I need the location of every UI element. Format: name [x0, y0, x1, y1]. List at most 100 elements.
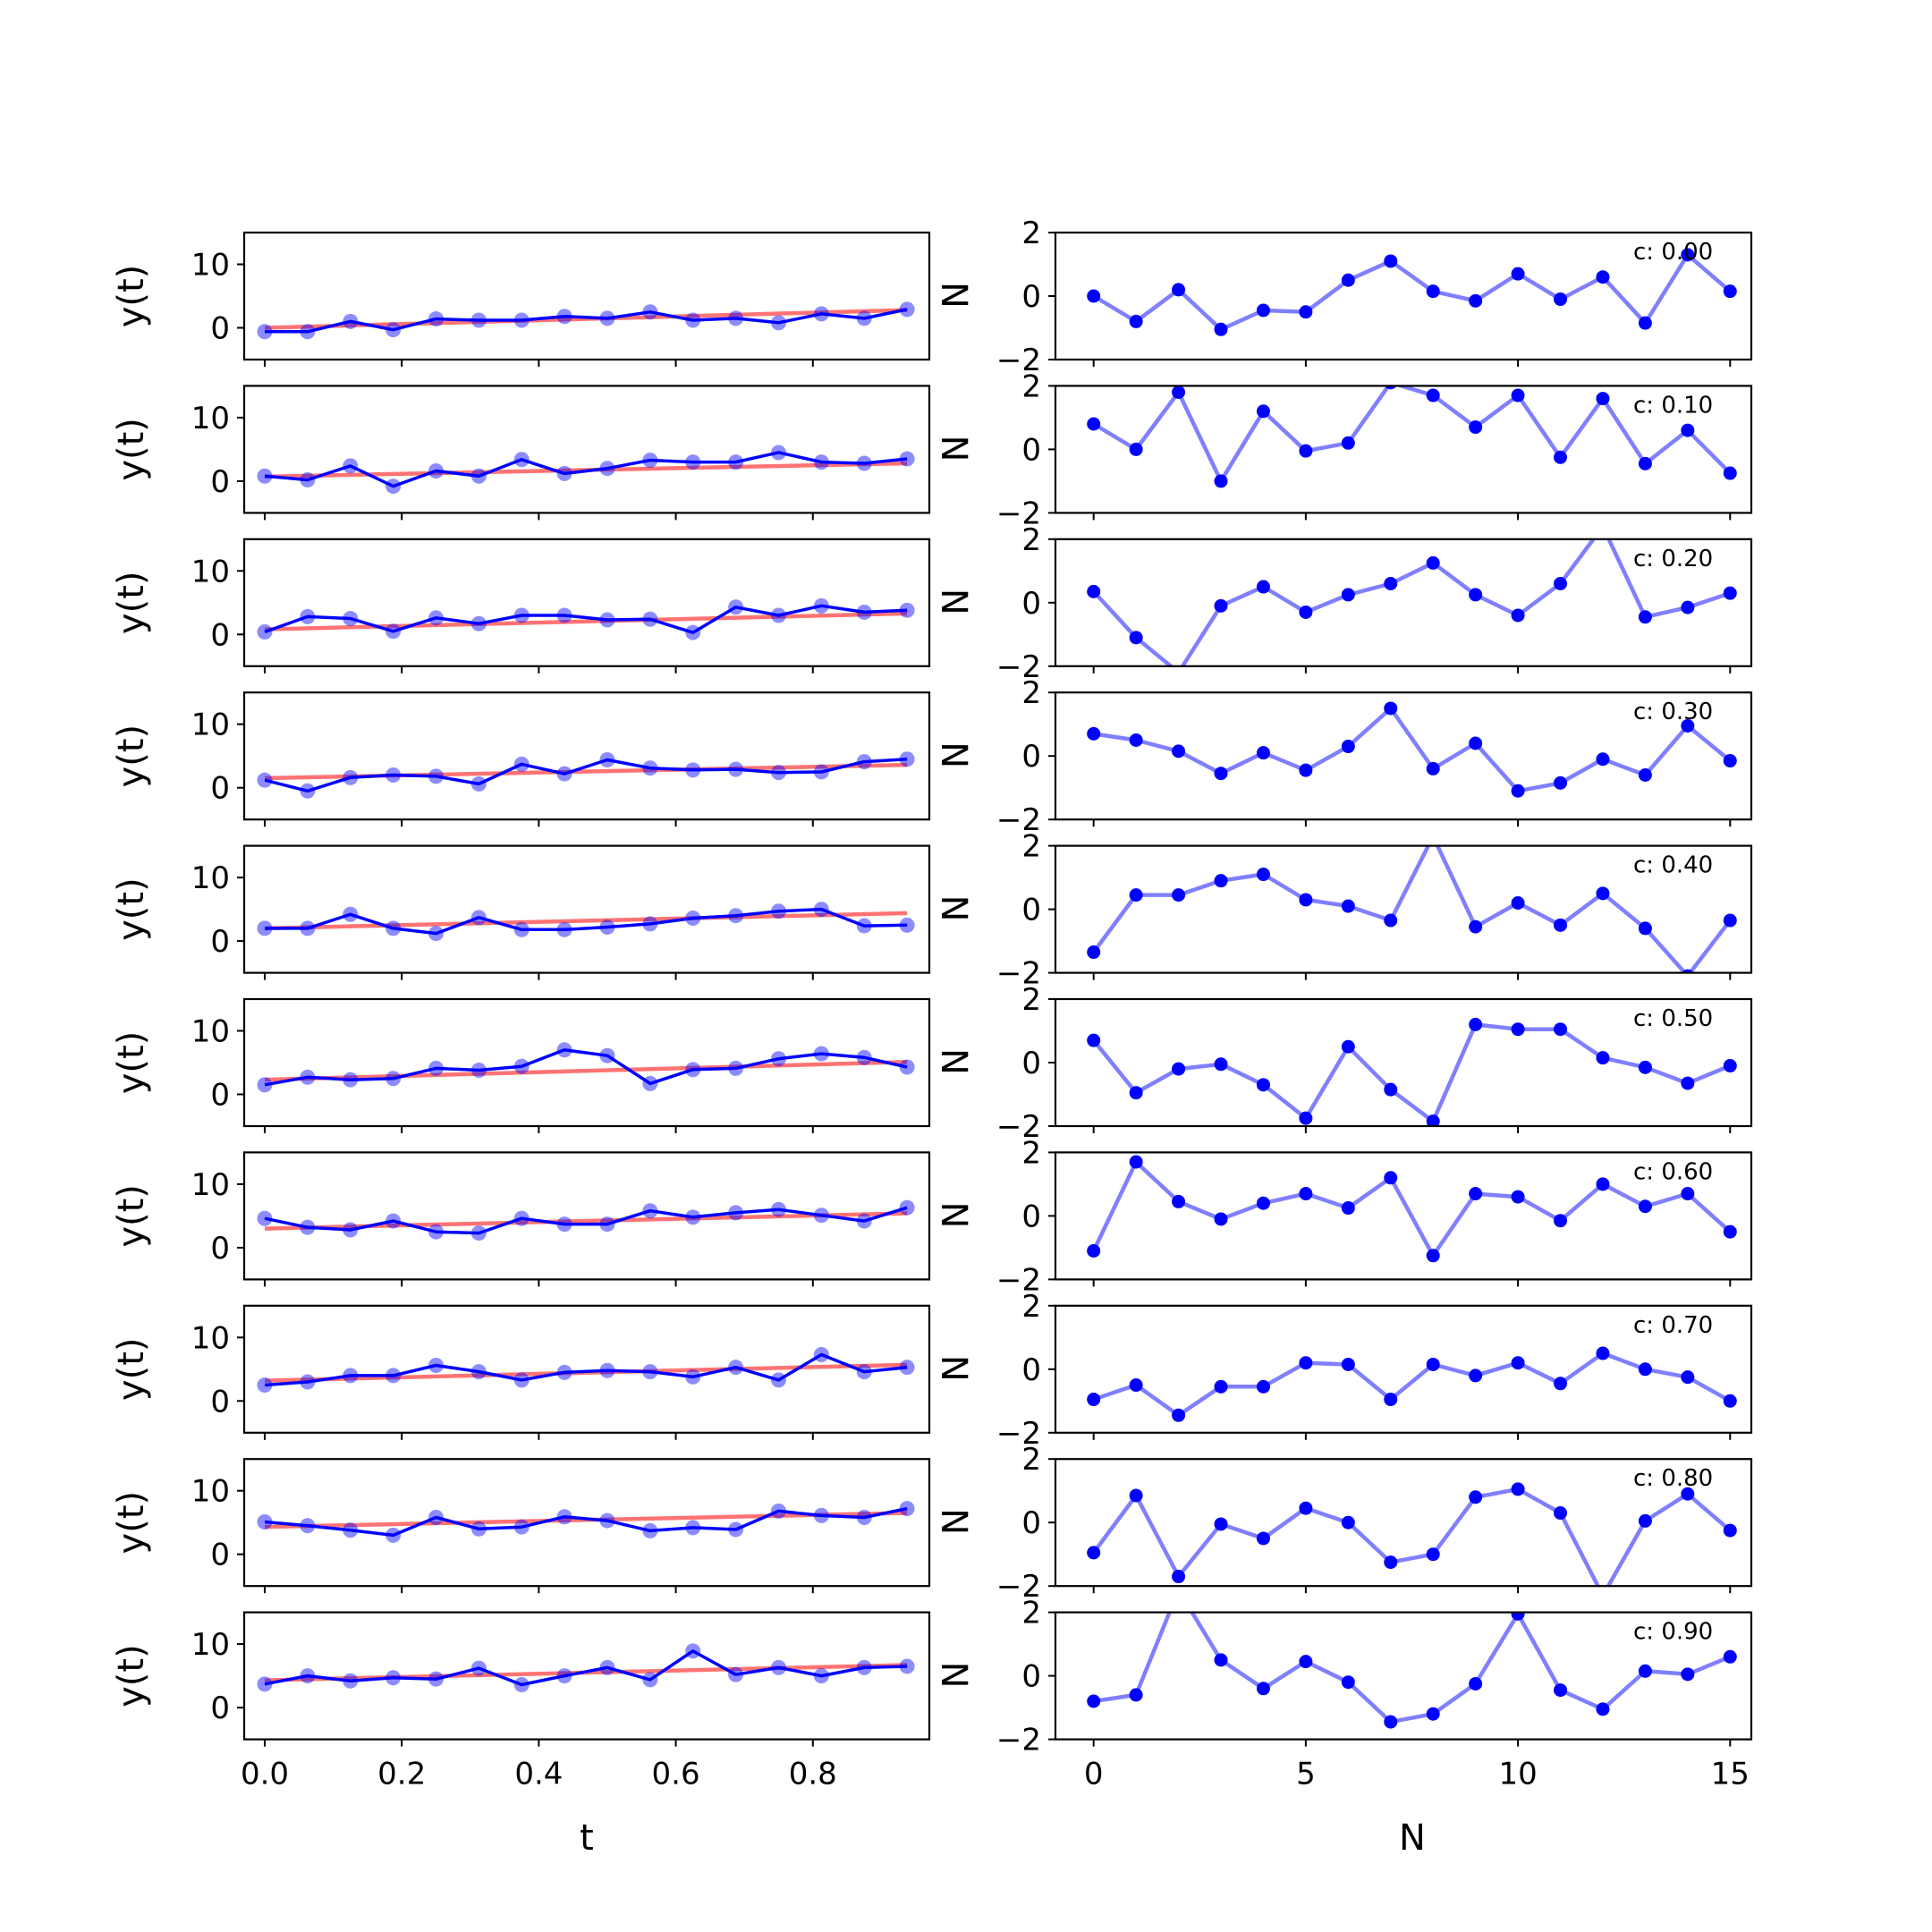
- y-tick-label: 0: [210, 311, 230, 347]
- y-tick-label: −2: [996, 496, 1041, 531]
- data-point: [599, 461, 615, 477]
- y-tick-label: 0: [1021, 279, 1041, 315]
- residual-point: [1384, 913, 1398, 928]
- residual-line: [1091, 1487, 1732, 1587]
- data-point: [343, 1522, 359, 1538]
- data-point: [343, 906, 359, 922]
- y-axis-label: y(t): [111, 1338, 152, 1402]
- data-point: [642, 1364, 658, 1380]
- time-series-panel: 0 10 y(t) N: [111, 1151, 974, 1287]
- x-tick-label: 10: [1498, 1757, 1537, 1792]
- x-tick-label: 0: [1084, 1757, 1104, 1792]
- y-tick-label: 10: [191, 1474, 230, 1510]
- residual-point: [1596, 270, 1610, 284]
- residual-panel: c: 0.30 −2 0 2: [996, 675, 1753, 838]
- residual-point: [1596, 1589, 1609, 1602]
- data-point: [899, 451, 915, 467]
- data-point: [470, 775, 487, 792]
- data-point: [513, 1519, 530, 1535]
- data-point: [899, 1360, 915, 1376]
- data-line: [264, 1352, 908, 1387]
- residual-point: [1723, 1523, 1737, 1538]
- panel-frame: [242, 385, 931, 514]
- residual-panel: c: 0.40 −2 0 2: [996, 829, 1753, 992]
- residual-point: [1723, 284, 1737, 299]
- residual-point: [1172, 386, 1186, 399]
- y-tick-label: −2: [996, 1109, 1041, 1145]
- residual-point: [1554, 1683, 1568, 1698]
- residual-point: [1681, 718, 1695, 733]
- residual-point: [1681, 1487, 1695, 1501]
- residual-point: [1638, 610, 1652, 624]
- data-point: [813, 1668, 829, 1684]
- data-point: [770, 315, 786, 331]
- residual-point: [1681, 248, 1695, 262]
- residual-point: [1256, 580, 1270, 594]
- residual-point: [1256, 1078, 1270, 1092]
- residual-point: [1469, 919, 1483, 934]
- data-point: [856, 310, 872, 326]
- y-axis-label: y(t): [111, 1184, 152, 1248]
- data-point: [428, 311, 444, 327]
- stray-axis-label: N: [933, 1048, 974, 1075]
- data-point: [813, 1046, 829, 1062]
- data-point: [343, 1072, 359, 1088]
- residual-point: [1384, 1082, 1398, 1097]
- time-series-panels: 0 10 y(t) N 0 10 y(t) N 0 10 y(t) N 0 10 y(t) N 0 10 y(t) N…: [111, 231, 974, 1792]
- stray-axis-label: N: [933, 1355, 974, 1382]
- data-point: [513, 1058, 530, 1074]
- data-point: [685, 1643, 701, 1659]
- residual-point: [1554, 918, 1568, 932]
- residual-line: [1092, 538, 1732, 666]
- stray-axis-label: N: [933, 895, 974, 922]
- y-tick-label: 10: [191, 1320, 230, 1356]
- panel-frame: [242, 538, 931, 667]
- residual-point: [1511, 1356, 1525, 1370]
- residual-panel: c: 0.50 −2 0 2: [996, 982, 1753, 1145]
- residual-point: [1384, 1555, 1398, 1570]
- data-point: [556, 766, 572, 782]
- data-point: [257, 1377, 273, 1394]
- residual-point: [1469, 293, 1483, 308]
- data-point: [257, 1513, 273, 1530]
- data-point: [556, 309, 572, 325]
- data-point: [470, 468, 487, 484]
- residual-point: [1511, 608, 1525, 623]
- residual-point: [1596, 1177, 1610, 1191]
- y-tick-label: 10: [191, 860, 230, 896]
- residual-point: [1341, 1675, 1355, 1690]
- residual-line: [1092, 1351, 1732, 1418]
- residual-point: [1214, 767, 1228, 781]
- y-tick-label: 0: [210, 1231, 230, 1267]
- residual-point: [1554, 1022, 1568, 1037]
- data-point: [599, 1047, 615, 1063]
- data-point: [300, 1374, 316, 1390]
- y-tick-label: 2: [1021, 982, 1041, 1018]
- residual-point: [1469, 420, 1483, 435]
- residual-point: [1681, 600, 1695, 614]
- residual-point: [1554, 450, 1568, 464]
- residual-point: [1426, 1707, 1440, 1721]
- residual-point: [1426, 761, 1440, 775]
- y-tick-label: 0: [210, 1078, 230, 1114]
- x-tick-label: 0.2: [377, 1757, 426, 1792]
- y-axis-label: y(t): [111, 724, 152, 788]
- data-point: [300, 608, 316, 624]
- residual-point: [1469, 1368, 1483, 1383]
- data-point: [428, 1060, 444, 1076]
- data-point: [428, 1224, 444, 1240]
- data-point: [386, 623, 402, 640]
- y-tick-label: 0: [210, 1384, 230, 1419]
- residual-point: [1299, 763, 1313, 777]
- data-point: [813, 764, 829, 780]
- data-point: [856, 604, 872, 620]
- residual-point: [1469, 1676, 1483, 1690]
- x-tick-label: 0.8: [789, 1757, 837, 1792]
- y-tick-label: −2: [996, 1723, 1041, 1758]
- residual-point: [1087, 289, 1101, 303]
- y-tick-label: 10: [191, 248, 230, 284]
- residual-point: [1554, 775, 1568, 790]
- residual-point: [1385, 386, 1397, 390]
- y-tick-label: 2: [1021, 1289, 1041, 1325]
- data-point: [386, 767, 402, 783]
